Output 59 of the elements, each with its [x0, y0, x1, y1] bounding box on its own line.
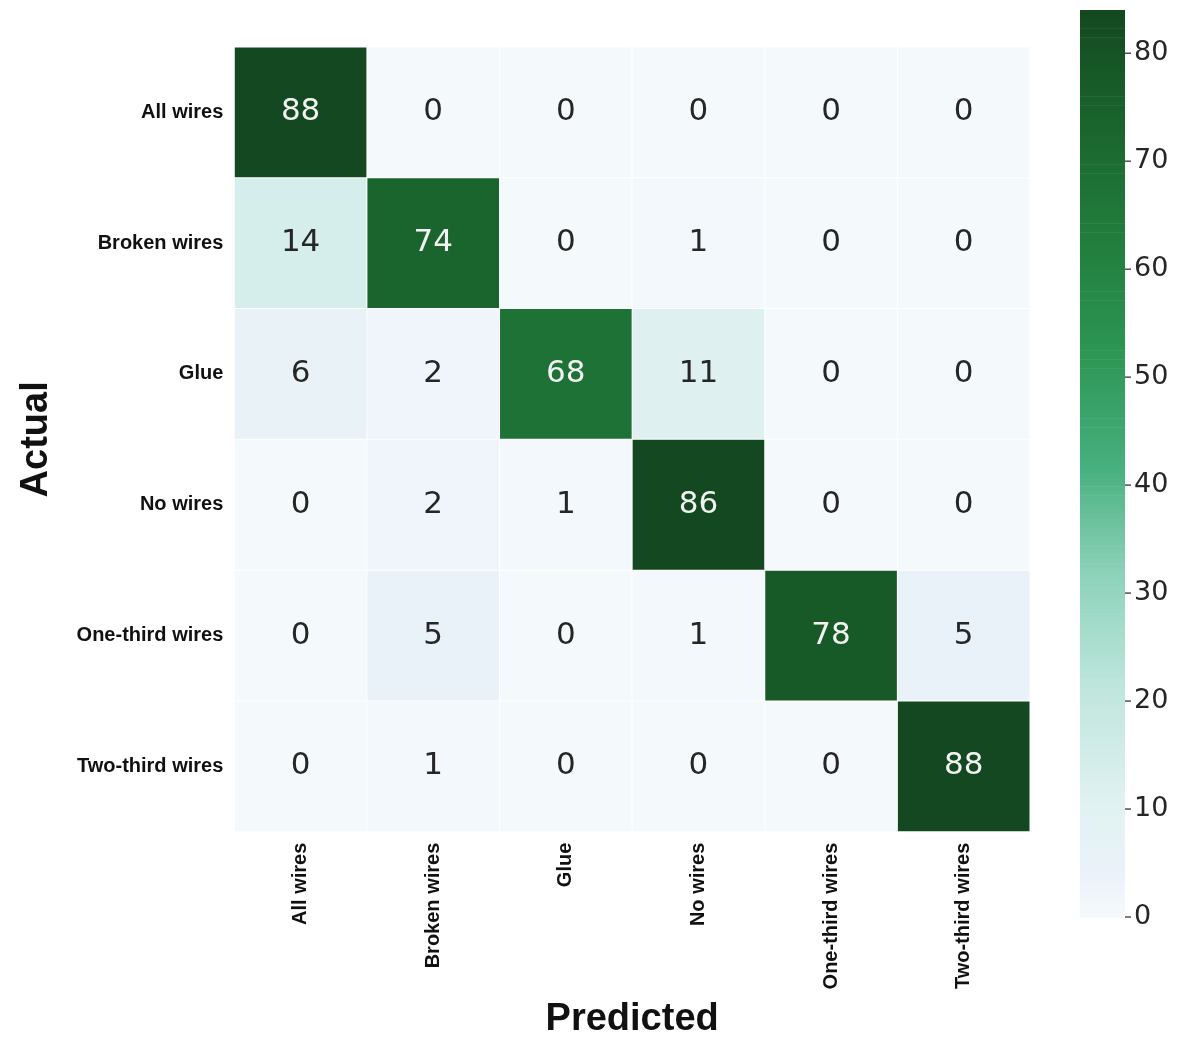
data-label: 0 — [290, 614, 311, 651]
data-label: 0 — [953, 353, 974, 390]
x-tick-label: All wires — [288, 842, 311, 925]
data-label: 0 — [953, 222, 974, 259]
data-label: 0 — [821, 91, 841, 128]
data-label: 0 — [953, 91, 974, 128]
data-label: 6 — [290, 353, 311, 390]
data-label: 1 — [555, 483, 576, 520]
data-label: 1 — [688, 614, 709, 651]
y-tick-label: All wires — [141, 99, 224, 122]
data-label: 0 — [821, 353, 841, 390]
data-label: 0 — [821, 483, 841, 520]
data-label: 88 — [943, 745, 984, 782]
color-bar-label: 0 — [1134, 899, 1152, 931]
color-bar-label: 70 — [1134, 143, 1169, 175]
data-label: 5 — [953, 614, 974, 651]
data-label: 5 — [423, 614, 444, 651]
x-tick-label: No wires — [685, 842, 708, 927]
data-label: 2 — [423, 353, 444, 390]
data-label: 2 — [423, 483, 444, 520]
data-label: 0 — [290, 483, 311, 520]
data-label: 0 — [423, 91, 444, 128]
y-tick-label: Broken wires — [97, 230, 224, 253]
data-label: 0 — [555, 745, 576, 782]
color-bar-label: 10 — [1134, 791, 1169, 823]
x-axis-title: Predicted — [545, 995, 719, 1038]
data-label: 86 — [678, 483, 719, 520]
data-label: 0 — [555, 614, 576, 651]
data-label: 78 — [811, 614, 851, 651]
data-label: 0 — [821, 222, 841, 259]
color-bar-label: 40 — [1134, 467, 1169, 499]
data-label: 74 — [413, 222, 453, 259]
data-label: 0 — [821, 745, 841, 782]
x-tick-label: Glue — [553, 842, 576, 888]
color-bar-label: 60 — [1134, 251, 1169, 283]
data-label: 0 — [953, 483, 974, 520]
data-label: 0 — [290, 745, 311, 782]
color-bar-label: 30 — [1134, 575, 1169, 607]
data-label: 1 — [423, 745, 444, 782]
data-label: 0 — [688, 745, 709, 782]
y-tick-label: No wires — [139, 492, 224, 515]
data-label: 0 — [688, 91, 709, 128]
data-label: 0 — [555, 91, 576, 128]
data-label: 68 — [546, 353, 586, 390]
data-label: 0 — [555, 222, 576, 259]
x-tick-label: Broken wires — [420, 842, 443, 969]
color-bar-label: 80 — [1134, 35, 1169, 67]
data-label: 88 — [280, 91, 321, 128]
y-axis-title: Actual — [13, 381, 56, 498]
data-label: 11 — [678, 353, 719, 390]
color-bar-label: 50 — [1134, 359, 1169, 391]
x-tick-label: Two-third wires — [951, 842, 974, 990]
data-label: 14 — [280, 222, 321, 259]
color-bar-label: 20 — [1134, 683, 1169, 715]
y-tick-label: One-third wires — [76, 623, 224, 646]
x-tick-label: One-third wires — [818, 842, 841, 990]
y-tick-label: Two-third wires — [76, 753, 224, 776]
y-tick-label: Glue — [178, 361, 224, 384]
data-label: 1 — [688, 222, 709, 259]
